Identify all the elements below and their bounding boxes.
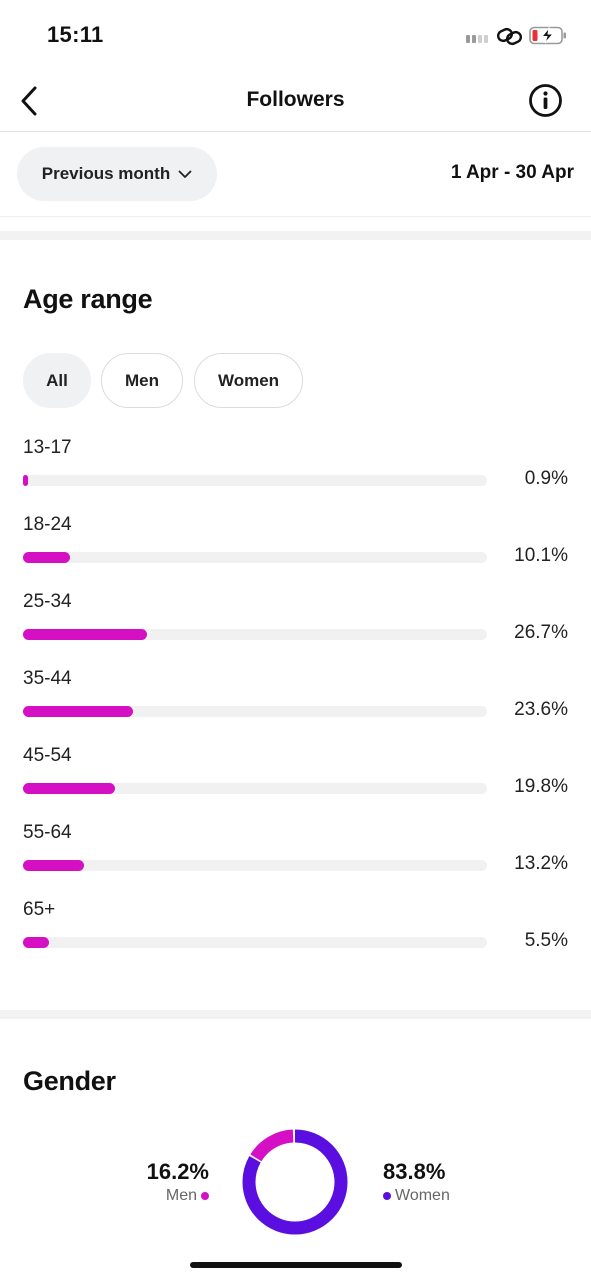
women-percentage: 83.8% [383,1159,446,1184]
home-indicator[interactable] [190,1262,402,1268]
filter-row: Previous month 1 Apr - 30 Apr [0,133,591,217]
women-legend: Women [383,1187,450,1205]
page-title: Followers [246,88,345,111]
status-bar: 15:11 [0,0,591,70]
age-label: 45-54 [23,745,72,766]
age-bar-track [23,783,487,794]
age-bar-track [23,552,487,563]
age-row: 45-54 19.8% [23,745,571,805]
age-label: 18-24 [23,514,72,535]
age-percentage: 19.8% [514,776,568,797]
age-percentage: 13.2% [514,853,568,874]
age-label: 55-64 [23,822,72,843]
chevron-down-icon [178,170,192,178]
women-label: Women [395,1187,450,1204]
age-bar-fill [23,937,49,948]
age-bar-track [23,706,487,717]
battery-charging-icon [529,26,566,45]
gender-women-stat: 83.8% Women [383,1159,450,1205]
donut-women-segment [242,1129,348,1235]
age-bar-fill [23,860,85,871]
men-color-dot [201,1192,209,1200]
period-dropdown[interactable]: Previous month [17,147,217,201]
info-icon[interactable] [528,83,563,118]
men-label: Men [165,1187,197,1204]
age-row: 55-64 13.2% [23,822,571,882]
period-dropdown-label: Previous month [41,164,171,183]
age-label: 25-34 [23,591,72,612]
age-row: 65+ 5.5% [23,899,571,959]
age-bar-track [23,937,487,948]
age-bar-track [23,860,487,871]
age-range-title: Age range [23,284,153,314]
age-row: 25-34 26.7% [23,591,571,651]
age-percentage: 5.5% [524,930,568,951]
gender-men-stat: 16.2% Men [138,1159,209,1205]
age-percentage: 26.7% [514,622,568,643]
age-row: 18-24 10.1% [23,514,571,574]
gender-donut-chart [242,1129,348,1235]
age-row: 13-17 0.9% [23,437,571,497]
age-percentage: 23.6% [514,699,568,720]
segment-women[interactable]: Women [194,353,303,408]
age-label: 13-17 [23,437,72,458]
age-row: 35-44 23.6% [23,668,571,728]
back-button[interactable] [14,84,44,118]
section-divider [0,231,591,240]
age-label: 35-44 [23,668,72,689]
gender-title: Gender [23,1066,116,1096]
link-icon [496,27,523,46]
chevron-left-icon [21,86,37,116]
age-bar-fill [23,552,70,563]
age-bar-fill [23,706,133,717]
age-bar-fill [23,783,115,794]
cellular-signal-icon [466,35,488,43]
age-bar-track [23,475,487,486]
men-percentage: 16.2% [146,1159,209,1184]
age-percentage: 10.1% [514,545,568,566]
age-bar-fill [23,629,147,640]
nav-bar: Followers [0,70,591,132]
donut-men-segment [242,1129,348,1235]
status-time: 15:11 [47,22,104,47]
section-divider [0,1010,591,1019]
men-legend: Men [138,1187,209,1205]
women-color-dot [383,1192,391,1200]
age-bar-fill [23,475,28,486]
date-range: 1 Apr - 30 Apr [450,162,574,183]
age-percentage: 0.9% [524,468,568,489]
segment-all[interactable]: All [23,353,91,408]
segment-men[interactable]: Men [101,353,183,408]
age-bar-track [23,629,487,640]
age-label: 65+ [23,899,56,920]
